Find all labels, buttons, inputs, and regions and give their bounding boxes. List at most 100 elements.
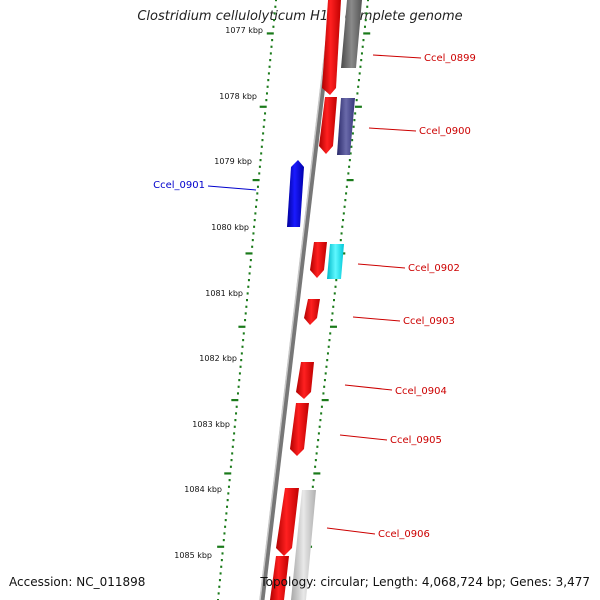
minor-tick [251,239,254,242]
minor-tick [231,452,234,455]
gene-ccel-0899[interactable] [322,0,341,95]
gene-label-ccel-0902[interactable]: Ccel_0902 [408,263,460,274]
minor-tick [351,132,354,135]
minor-tick [265,92,268,95]
minor-tick [224,519,227,522]
minor-tick [357,79,360,82]
minor-tick [240,359,243,362]
major-tick [259,105,267,108]
minor-tick [273,12,276,15]
minor-tick [234,419,237,422]
gene-label-ccel-0904[interactable]: Ccel_0904 [395,386,447,397]
minor-tick [363,25,366,28]
minor-tick [326,359,329,362]
gene-labels: Ccel_0899 Ccel_0900 Ccel_0901 Ccel_0902 … [153,53,476,540]
minor-tick [235,412,238,415]
minor-tick [355,99,358,102]
minor-tick [345,185,348,188]
minor-tick [235,405,238,408]
minor-tick [343,205,346,208]
gene-ccel-0906[interactable] [270,488,299,600]
minor-tick [220,565,223,568]
minor-tick [233,425,236,428]
gene-label-ccel-0901[interactable]: Ccel_0901 [153,180,205,191]
minor-tick [217,592,220,595]
scale-labels: 1077 kbp 1078 kbp 1079 kbp 1080 kbp 1081… [174,26,263,560]
minor-tick [232,439,235,442]
minor-tick [241,345,244,348]
gene-ccel-0901[interactable] [287,160,304,227]
minor-tick [359,65,362,68]
minor-tick [227,492,230,495]
gene-ccel-0904[interactable] [296,362,314,399]
minor-tick [339,239,342,242]
minor-tick [252,232,255,235]
minor-tick [312,479,315,482]
minor-tick [362,39,365,42]
minor-tick [222,539,225,542]
minor-tick [244,319,247,322]
minor-tick [242,339,245,342]
scale-ticks-left [217,0,277,600]
minor-tick [341,225,344,228]
gene-label-ccel-0899[interactable]: Ccel_0899 [424,53,476,64]
minor-tick [237,385,240,388]
minor-tick [311,485,314,488]
minor-tick [273,19,276,22]
gene-ccel-0902[interactable] [310,242,327,278]
minor-tick [253,219,256,222]
minor-tick [224,525,227,528]
minor-tick [254,212,257,215]
minor-tick [316,445,319,448]
minor-tick [266,85,269,88]
minor-tick [227,485,230,488]
gene-ccel-0900[interactable] [319,97,337,154]
major-tick [354,105,362,108]
minor-tick [260,152,263,155]
major-tick [329,325,337,328]
gene-label-ccel-0905[interactable]: Ccel_0905 [390,435,442,446]
gene-ccel-0905[interactable] [290,403,309,456]
gene-label-ccel-0900[interactable]: Ccel_0900 [419,126,471,137]
minor-tick [340,232,343,235]
minor-tick [230,459,233,462]
minor-tick [364,19,367,22]
minor-tick [367,0,369,2]
major-tick [231,399,239,402]
minor-tick [256,185,259,188]
major-tick [224,472,232,475]
gene-label-ccel-0906[interactable]: Ccel_0906 [378,529,430,540]
kbp-label: 1084 kbp [184,485,222,494]
kbp-label: 1082 kbp [199,354,237,363]
minor-tick [352,125,355,128]
gene-ccel-0903[interactable] [304,299,320,325]
major-tick [217,545,225,548]
minor-tick [319,419,322,422]
minor-tick [275,0,277,2]
minor-tick [274,5,277,8]
minor-tick [220,559,223,562]
minor-tick [328,339,331,342]
minor-tick [351,139,354,142]
minor-tick [353,119,356,122]
minor-tick [345,192,348,195]
minor-tick [314,459,317,462]
kbp-label: 1080 kbp [211,223,249,232]
kbp-label: 1083 kbp [192,420,230,429]
minor-tick [335,279,338,282]
gene-label-ccel-0903[interactable]: Ccel_0903 [403,316,455,327]
minor-tick [331,312,334,315]
minor-tick [262,125,265,128]
minor-tick [347,172,350,175]
major-tick [238,325,246,328]
minor-tick [260,145,263,148]
minor-tick [226,505,229,508]
minor-tick [248,272,251,275]
minor-tick [240,352,243,355]
minor-tick [318,425,321,428]
minor-tick [332,305,335,308]
minor-tick [228,479,231,482]
minor-tick [261,139,264,142]
minor-tick [360,52,363,55]
